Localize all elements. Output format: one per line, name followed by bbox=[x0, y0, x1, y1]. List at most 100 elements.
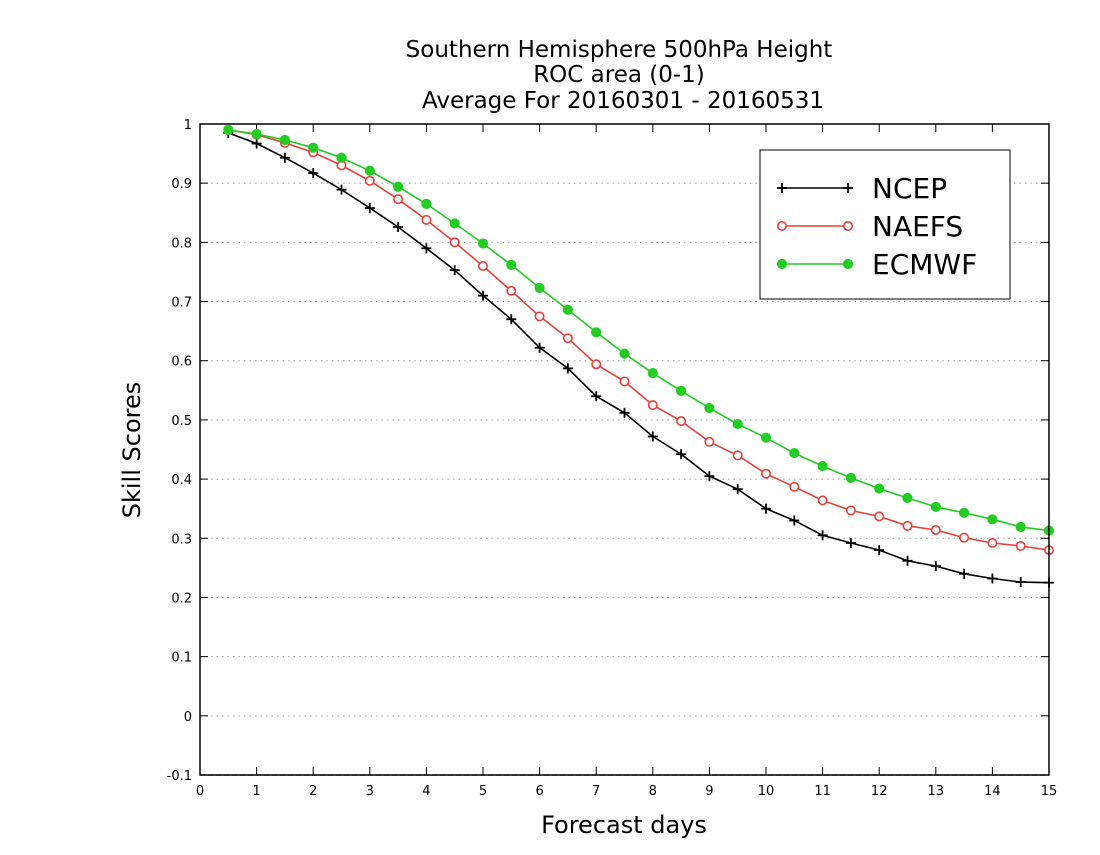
data-point-ncep-10 bbox=[506, 314, 517, 325]
data-point-ncep-1 bbox=[251, 138, 262, 149]
data-point-ecmwf-16 bbox=[676, 385, 687, 397]
legend: NCEP NAEFS ECMWF bbox=[759, 149, 1011, 300]
data-point-ecmwf-1 bbox=[251, 128, 262, 140]
data-point-ncep-27 bbox=[987, 573, 998, 584]
series-group bbox=[223, 124, 1055, 588]
legend-marker-start-naefs bbox=[776, 221, 787, 232]
data-point-naefs-19 bbox=[760, 468, 771, 479]
data-point-ecmwf-28 bbox=[1015, 521, 1026, 533]
legend-item-naefs: NAEFS bbox=[776, 210, 963, 243]
data-point-ncep-2 bbox=[279, 152, 290, 163]
legend-marker-start-ncep bbox=[777, 183, 787, 193]
legend-marker-end-ecmwf bbox=[842, 258, 854, 270]
data-point-ncep-21 bbox=[817, 530, 828, 541]
x-tick-label-13: 13 bbox=[928, 784, 945, 799]
data-point-ecmwf-27 bbox=[987, 514, 998, 525]
y-tick-label-1: 0 bbox=[184, 710, 192, 725]
data-point-ecmwf-25 bbox=[930, 501, 941, 513]
data-point-naefs-23 bbox=[874, 511, 885, 522]
data-point-ncep-18 bbox=[732, 484, 743, 495]
y-tick-label-10: 0.9 bbox=[171, 177, 192, 192]
data-point-naefs-12 bbox=[562, 333, 573, 344]
data-point-ncep-12 bbox=[562, 363, 573, 374]
data-point-naefs-27 bbox=[987, 538, 998, 549]
data-point-ecmwf-7 bbox=[421, 198, 432, 209]
data-point-naefs-22 bbox=[845, 505, 856, 516]
data-point-naefs-6 bbox=[393, 194, 404, 205]
x-tick-label-3: 3 bbox=[366, 784, 374, 799]
y-tick-label-6: 0.5 bbox=[171, 414, 192, 429]
x-tick-label-5: 5 bbox=[479, 784, 487, 799]
data-point-naefs-5 bbox=[364, 175, 375, 186]
data-point-ecmwf-0 bbox=[223, 124, 234, 136]
data-point-ecmwf-5 bbox=[364, 165, 375, 176]
legend-item-ncep: NCEP bbox=[777, 172, 947, 205]
data-point-naefs-7 bbox=[421, 214, 432, 225]
legend-items: NCEP NAEFS ECMWF bbox=[776, 172, 977, 281]
data-point-naefs-26 bbox=[959, 532, 970, 543]
data-point-ecmwf-2 bbox=[279, 134, 290, 146]
x-tick-label-2: 2 bbox=[309, 784, 317, 799]
legend-marker-end-ncep bbox=[843, 183, 853, 193]
data-point-naefs-25 bbox=[930, 524, 941, 535]
data-point-ncep-11 bbox=[534, 342, 545, 353]
x-tick-label-0: 0 bbox=[196, 784, 204, 799]
data-point-naefs-17 bbox=[704, 436, 715, 447]
data-point-ecmwf-3 bbox=[308, 142, 319, 153]
y-tick-label-5: 0.4 bbox=[171, 473, 192, 488]
data-point-ecmwf-17 bbox=[704, 402, 715, 414]
data-point-ecmwf-23 bbox=[874, 483, 885, 494]
data-point-naefs-9 bbox=[477, 261, 488, 272]
x-tick-label-6: 6 bbox=[535, 784, 543, 799]
data-point-ecmwf-12 bbox=[562, 304, 574, 315]
y-tick-label-2: 0.1 bbox=[171, 651, 192, 666]
x-tick-label-15: 15 bbox=[1041, 784, 1058, 799]
data-point-ncep-8 bbox=[449, 265, 460, 276]
chart-title-line-1: Southern Hemisphere 500hPa Height bbox=[406, 37, 833, 63]
y-axis-label: Skill Scores bbox=[118, 382, 146, 519]
data-point-ncep-9 bbox=[478, 290, 488, 301]
x-tick-label-7: 7 bbox=[592, 784, 600, 799]
data-point-naefs-13 bbox=[591, 359, 602, 370]
data-point-naefs-15 bbox=[647, 400, 658, 411]
data-point-naefs-14 bbox=[619, 376, 630, 387]
data-point-ecmwf-15 bbox=[647, 368, 658, 379]
series-ncep bbox=[223, 127, 1054, 588]
x-tick-label-14: 14 bbox=[984, 784, 1001, 799]
data-point-naefs-20 bbox=[789, 481, 800, 492]
data-point-ecmwf-6 bbox=[393, 181, 404, 192]
data-point-ncep-22 bbox=[845, 538, 856, 549]
data-point-ncep-6 bbox=[393, 221, 404, 232]
data-point-ncep-15 bbox=[647, 431, 658, 442]
data-point-naefs-18 bbox=[732, 450, 743, 461]
data-point-ecmwf-10 bbox=[506, 259, 517, 270]
data-point-ncep-7 bbox=[421, 243, 432, 254]
data-point-naefs-11 bbox=[534, 311, 545, 322]
series-naefs bbox=[223, 124, 1055, 556]
data-point-ncep-25 bbox=[930, 561, 941, 572]
data-point-ncep-26 bbox=[959, 568, 970, 579]
legend-label-ecmwf: ECMWF bbox=[872, 248, 977, 281]
data-point-ncep-3 bbox=[308, 168, 319, 179]
data-point-ncep-13 bbox=[591, 391, 602, 402]
x-tick-label-4: 4 bbox=[422, 784, 430, 799]
legend-label-ncep: NCEP bbox=[872, 172, 947, 205]
data-point-ecmwf-24 bbox=[902, 492, 913, 504]
x-axis-label: Forecast days bbox=[541, 811, 707, 839]
legend-marker-start-ecmwf bbox=[776, 258, 788, 270]
data-point-ecmwf-9 bbox=[477, 238, 489, 249]
data-point-ncep-28 bbox=[1015, 577, 1026, 588]
data-point-naefs-21 bbox=[817, 495, 828, 506]
data-point-ncep-23 bbox=[874, 545, 885, 556]
data-point-ecmwf-20 bbox=[789, 447, 800, 459]
data-point-ncep-19 bbox=[761, 503, 771, 514]
chart-title-line-3: Average For 20160301 - 20160531 bbox=[422, 88, 824, 114]
data-point-ncep-20 bbox=[789, 515, 800, 526]
data-point-ncep-24 bbox=[902, 555, 913, 566]
data-point-ncep-16 bbox=[676, 449, 687, 460]
data-point-ecmwf-11 bbox=[534, 282, 545, 294]
data-point-ncep-17 bbox=[704, 471, 715, 482]
x-tick-label-1: 1 bbox=[252, 784, 260, 799]
